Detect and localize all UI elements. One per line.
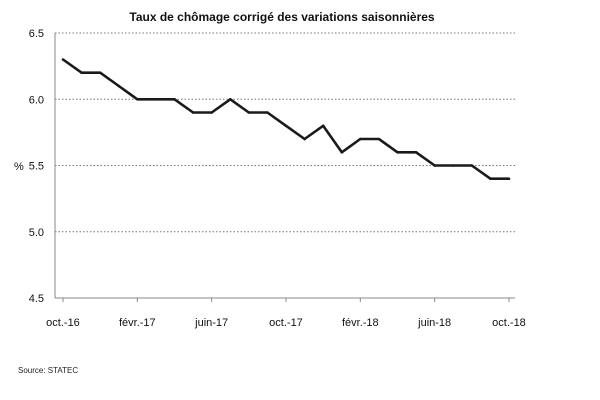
data-point xyxy=(136,97,139,101)
y-tick-label: 5.5 xyxy=(29,161,44,173)
data-point xyxy=(61,58,65,61)
y-tick-label: 6.5 xyxy=(29,28,44,40)
data-point xyxy=(191,111,195,114)
data-point xyxy=(470,164,474,167)
data-point xyxy=(377,137,381,141)
x-tick-label: juin-17 xyxy=(194,317,228,329)
gridlines xyxy=(55,32,515,233)
y-tick-labels: 4.5 5.0 5.5 6.0 6.5 xyxy=(29,28,44,305)
data-point xyxy=(321,124,325,128)
data-point xyxy=(507,177,511,181)
x-tick-label: févr.-17 xyxy=(119,317,156,329)
y-axis-label: % xyxy=(14,161,24,173)
source-note: Source: STATEC xyxy=(18,366,79,375)
y-tick-label: 6.0 xyxy=(29,94,44,106)
data-point xyxy=(173,97,176,101)
x-tick-labels: oct.-16 févr.-17 juin-17 oct.-17 févr.-18 jui… xyxy=(46,298,526,329)
data-point xyxy=(451,164,455,167)
data-point xyxy=(284,124,288,128)
x-tick-label: juin-18 xyxy=(417,317,451,329)
x-tick-label: oct.-17 xyxy=(269,317,303,329)
data-point xyxy=(414,150,418,154)
x-tick-label: oct.-16 xyxy=(46,317,80,329)
data-point xyxy=(489,177,492,181)
data-point xyxy=(80,71,83,75)
series-line-0 xyxy=(62,58,509,180)
x-tick-label: févr.-18 xyxy=(342,317,379,329)
data-point xyxy=(228,97,232,101)
series-layer xyxy=(61,58,511,181)
data-point xyxy=(359,137,362,141)
data-point xyxy=(154,97,158,101)
chart-title: Taux de chômage corrigé des variations s… xyxy=(129,10,435,24)
data-point xyxy=(340,150,344,154)
y-tick-label: 5.0 xyxy=(29,227,44,239)
x-tick-label: oct.-18 xyxy=(492,317,526,329)
data-point xyxy=(396,150,399,154)
data-point xyxy=(98,71,102,75)
data-point xyxy=(303,137,306,141)
data-point xyxy=(210,111,213,114)
axes xyxy=(54,33,515,299)
data-point xyxy=(433,164,436,167)
data-point xyxy=(117,84,121,88)
data-point xyxy=(266,111,269,114)
data-point xyxy=(247,111,251,114)
y-tick-label: 4.5 xyxy=(29,293,44,305)
